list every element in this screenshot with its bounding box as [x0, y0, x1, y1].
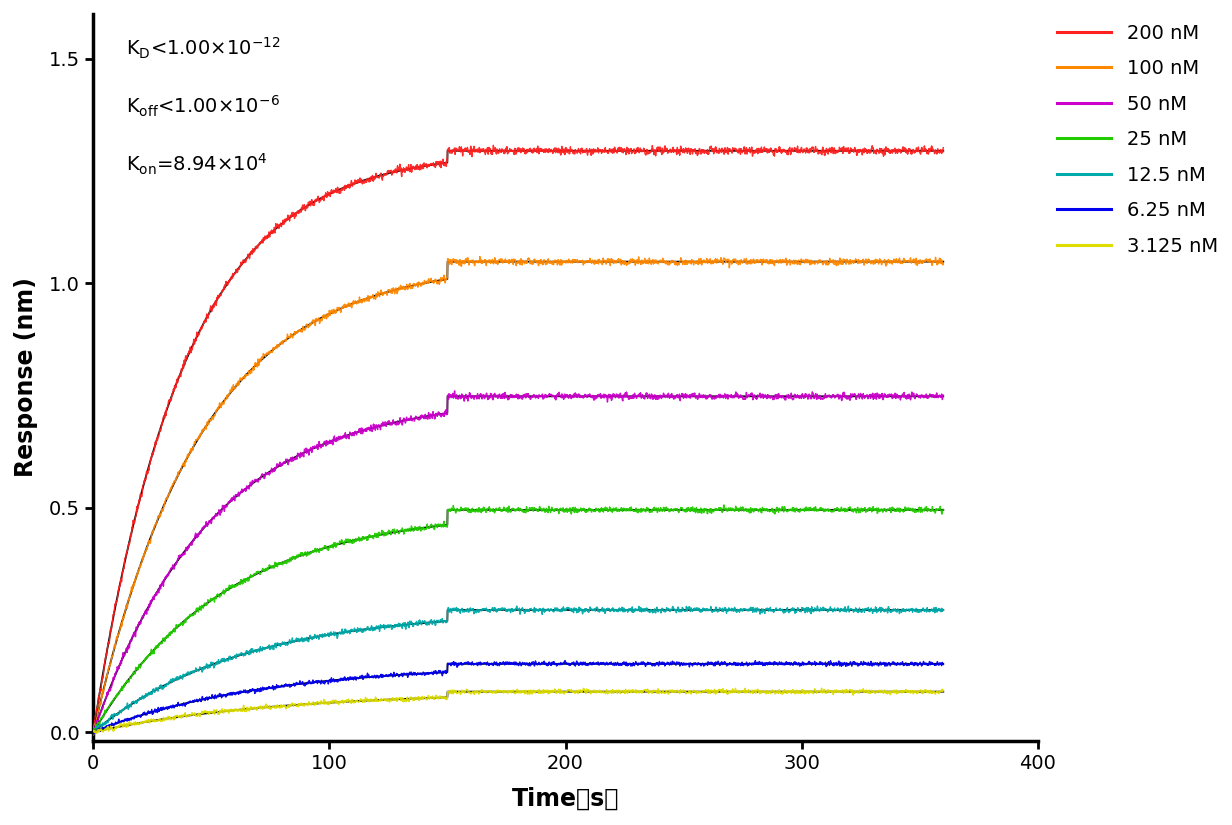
Text: K$_{\rm on}$=8.94×10$^{4}$: K$_{\rm on}$=8.94×10$^{4}$ [127, 152, 267, 177]
X-axis label: Time（s）: Time（s） [511, 787, 620, 811]
Text: K$_{\rm D}$<1.00×10$^{-12}$: K$_{\rm D}$<1.00×10$^{-12}$ [127, 35, 281, 61]
Y-axis label: Response (nm): Response (nm) [14, 277, 38, 478]
Legend: 200 nM, 100 nM, 50 nM, 25 nM, 12.5 nM, 6.25 nM, 3.125 nM: 200 nM, 100 nM, 50 nM, 25 nM, 12.5 nM, 6… [1057, 24, 1218, 256]
Text: K$_{\rm off}$<1.00×10$^{-6}$: K$_{\rm off}$<1.00×10$^{-6}$ [127, 94, 280, 119]
